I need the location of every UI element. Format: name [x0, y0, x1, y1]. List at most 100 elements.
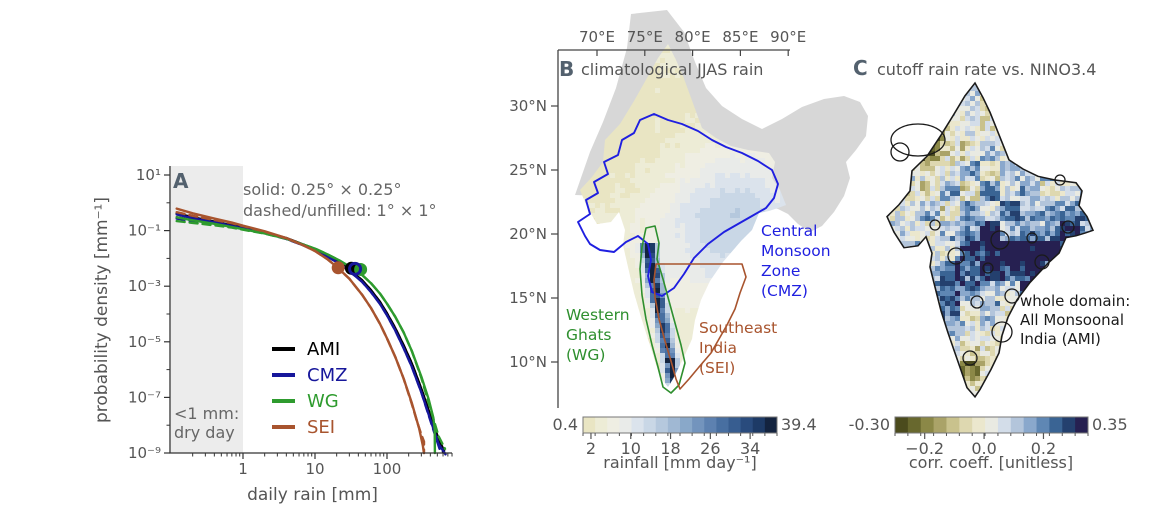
wg-region-label: Western Ghats (WG) — [566, 305, 630, 365]
corr-cbar-min: -0.30 — [848, 415, 890, 434]
colorbar-segment — [895, 417, 909, 433]
rainfall-cbar-caption: rainfall [mm day⁻¹] — [603, 453, 757, 472]
corr-cbar-caption: corr. coeff. [unitless] — [908, 453, 1074, 472]
pdf-curve-SEI-1deg — [175, 211, 426, 455]
legend-label-cmz: CMZ — [307, 364, 348, 386]
panel-b-axes: 70°E 75°E 80°E 85°E 90°E 30°N 25°N 20°N 15°N 10°N — [509, 28, 806, 408]
panel-a-legend: AMI CMZ WG SEI — [272, 336, 347, 440]
colorbar-segment — [667, 417, 681, 433]
tick-label: 20°N — [509, 225, 547, 243]
ami-line-swatch — [272, 347, 295, 351]
colorbar-segment — [643, 417, 657, 433]
tick-label: 0.0 — [971, 439, 996, 458]
panel-c-map: −0.2 0.0 0.2 — [886, 82, 1094, 458]
colorbar-segment — [985, 417, 999, 433]
tick-label: 34 — [740, 439, 760, 458]
tick-label: 70°E — [579, 28, 615, 46]
tick-label: 90°E — [770, 28, 806, 46]
colorbar-segment — [692, 417, 705, 433]
legend-label-ami: AMI — [307, 338, 341, 360]
legend-item-wg: WG — [272, 388, 347, 414]
wg-label-line: (WG) — [566, 346, 606, 364]
colorbar-segment — [583, 417, 596, 433]
rainfall-colorbar: 2 10 18 26 34 — [582, 416, 778, 458]
whole-domain-line: India (AMI) — [1020, 330, 1101, 348]
legend-item-ami: AMI — [272, 336, 347, 362]
cmz-region-label: Central Monsoon Zone (CMZ) — [761, 221, 831, 301]
legend-label-sei: SEI — [307, 416, 336, 438]
rainfall-cbar-max: 39.4 — [781, 415, 817, 434]
colorbar-segment — [752, 417, 766, 433]
tick-label: 100 — [373, 460, 402, 478]
tick-label: 2 — [586, 439, 596, 458]
colorbar-segment — [1062, 417, 1076, 433]
colorbar-segment — [764, 417, 778, 433]
colorbar-segment — [946, 417, 960, 433]
legend-label-wg: WG — [307, 390, 339, 412]
colorbar-segment — [655, 417, 669, 433]
tick-label: 10⁻⁵ — [128, 333, 161, 351]
tick-label: 1 — [238, 460, 248, 478]
panel-a-pdf-plot: 1 10 100 10¹ 10⁻¹ 10⁻³ 10⁻⁵ 10⁻⁷ 10⁻⁹ — [128, 166, 453, 478]
wg-label-line: Ghats — [566, 326, 612, 344]
sei-region-outline — [653, 263, 747, 390]
wg-line-swatch — [272, 399, 295, 403]
annotation-solid: solid: 0.25° × 0.25° — [243, 180, 402, 199]
dry-day-note-line1: <1 mm: — [174, 404, 240, 423]
tick-label: 10⁻⁹ — [128, 444, 161, 462]
colorbar-segment — [704, 417, 717, 433]
cmz-region-outline — [577, 113, 779, 297]
colorbar-segment — [920, 417, 935, 433]
colorbar-segment — [933, 417, 947, 433]
tick-label: 25°N — [509, 161, 547, 179]
sei-label-line: Southeast — [699, 319, 778, 337]
tick-label: 15°N — [509, 289, 547, 307]
colorbar-segment — [972, 417, 986, 433]
panel-b-letter: B — [559, 57, 575, 81]
colorbar-segment — [595, 417, 608, 433]
tick-label: 10¹ — [136, 166, 161, 184]
tick-label: 10⁻¹ — [128, 222, 161, 240]
whole-domain-line: whole domain: — [1020, 292, 1131, 310]
colorbar-segment — [716, 417, 729, 433]
colorbar-segment — [1023, 417, 1038, 433]
tick-label: 26 — [700, 439, 720, 458]
panel-a-letter: A — [173, 169, 189, 193]
tick-label: −0.2 — [905, 439, 944, 458]
colorbar-segment — [631, 417, 645, 433]
correlation-colorbar: −0.2 0.0 0.2 — [894, 416, 1089, 458]
tick-label: 80°E — [675, 28, 711, 46]
colorbar-segment — [959, 417, 973, 433]
tick-label: 10⁻⁷ — [128, 388, 161, 406]
colorbar-segment — [728, 417, 742, 433]
cmz-label-line: Zone — [761, 262, 801, 280]
cutoff-marker-CMZ — [348, 261, 363, 276]
sei-line-swatch — [272, 425, 295, 429]
cmz-label-line: Monsoon — [761, 242, 831, 260]
colorbar-segment — [1036, 417, 1050, 433]
colorbar-segment — [680, 417, 693, 433]
tick-label: 75°E — [627, 28, 663, 46]
cutoff-marker-SEI — [331, 261, 345, 275]
colorbar-segment — [907, 417, 922, 433]
cmz-label-line: (CMZ) — [761, 282, 808, 300]
dry-day-note: <1 mm: dry day — [174, 404, 239, 442]
tick-label: 30°N — [509, 97, 547, 115]
legend-item-cmz: CMZ — [272, 362, 347, 388]
tick-label: 85°E — [722, 28, 758, 46]
tick-label: 18 — [660, 439, 680, 458]
tick-label: 10 — [305, 460, 324, 478]
panel-a-ylabel: probability density [mm⁻¹] — [92, 197, 112, 424]
panel-a-xlabel: daily rain [mm] — [247, 485, 378, 505]
annotation-dashed: dashed/unfilled: 1° × 1° — [243, 201, 437, 220]
colorbar-segment — [607, 417, 620, 433]
colorbar-segment — [997, 417, 1012, 433]
cmz-label-line: Central — [761, 222, 818, 240]
whole-domain-annotation: whole domain: All Monsoonal India (AMI) — [1020, 292, 1130, 349]
panel-c-title: cutoff rain rate vs. NINO3.4 — [877, 60, 1097, 79]
wg-label-line: Western — [566, 306, 630, 324]
colorbar-segment — [619, 417, 632, 433]
colorbar-segment — [1075, 417, 1089, 433]
